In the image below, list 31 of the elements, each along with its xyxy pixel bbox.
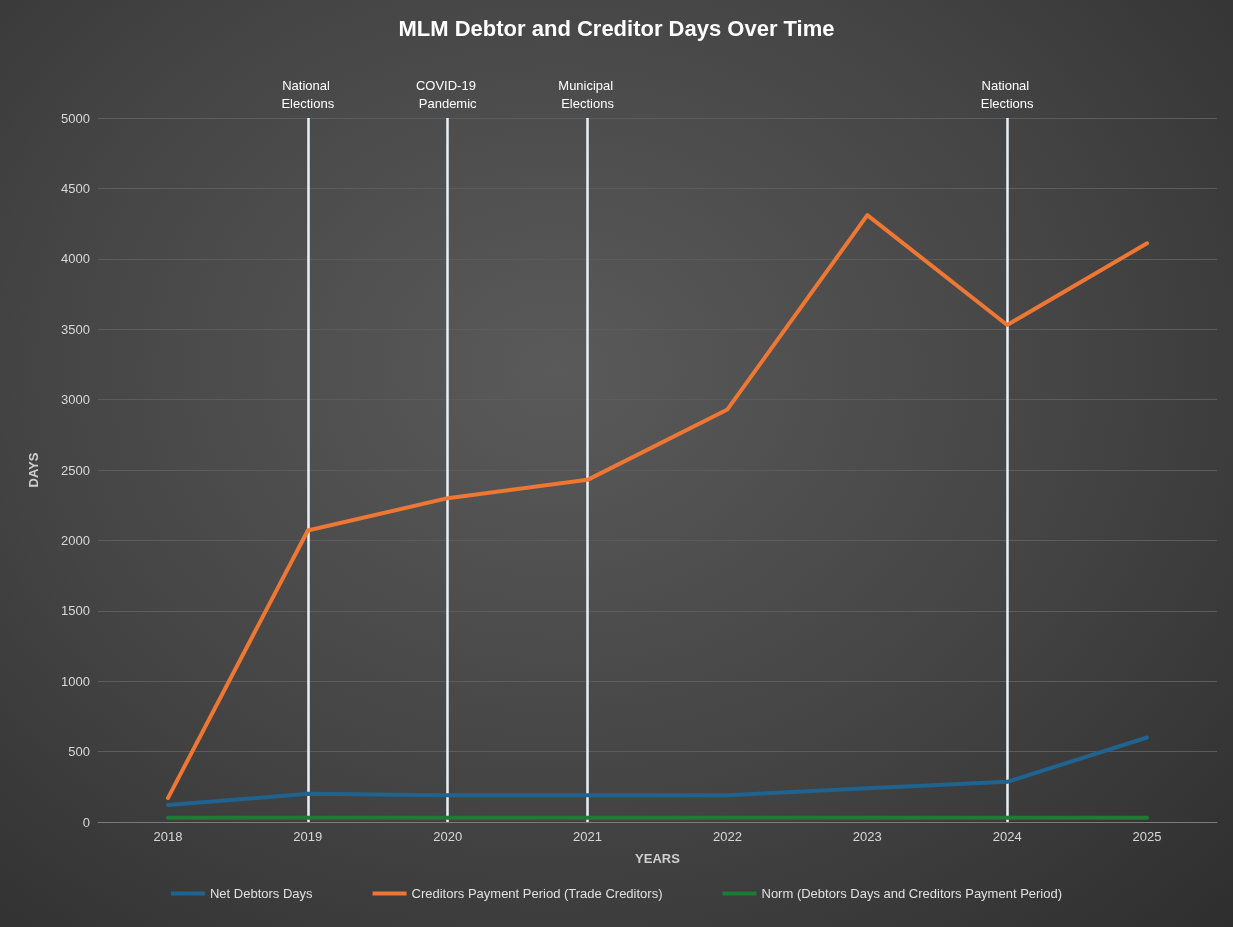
x-tick-label: 2020 bbox=[433, 829, 463, 844]
legend-label: Creditors Payment Period (Trade Creditors) bbox=[411, 886, 663, 901]
y-tick-label: 1500 bbox=[61, 603, 90, 619]
y-tick-label: 2500 bbox=[61, 462, 90, 478]
x-tick-label: 2018 bbox=[153, 829, 183, 844]
x-tick-label: 2025 bbox=[1132, 829, 1162, 844]
x-tick-label: 2021 bbox=[573, 829, 603, 844]
y-axis-title: DAYS bbox=[26, 452, 41, 488]
line-series bbox=[165, 735, 1150, 808]
y-tick-label: 1000 bbox=[61, 673, 90, 689]
ref-line-label: National Elections bbox=[980, 77, 1035, 111]
x-tick-label: 2019 bbox=[293, 829, 323, 844]
legend-label: Net Debtors Days bbox=[209, 886, 314, 901]
line-series bbox=[165, 213, 1150, 801]
y-tick-label: 5000 bbox=[61, 110, 90, 126]
legend-label: Norm (Debtors Days and Creditors Payment Period) bbox=[761, 886, 1063, 901]
x-tick-label: 2022 bbox=[712, 829, 742, 844]
y-tick-label: 3500 bbox=[61, 321, 90, 337]
y-tick-label: 500 bbox=[68, 744, 90, 760]
y-tick-label: 2000 bbox=[61, 532, 90, 548]
y-tick-label: 0 bbox=[82, 814, 90, 830]
ref-line-label: COVID-19 Pandemic bbox=[415, 77, 480, 111]
x-axis-title: YEARS bbox=[635, 851, 681, 866]
ref-line-label: National Elections bbox=[281, 77, 335, 111]
ref-line-label: Municipal Elections bbox=[558, 77, 617, 111]
y-tick-label: 4000 bbox=[61, 251, 90, 267]
x-tick-label: 2023 bbox=[852, 829, 882, 844]
y-tick-label: 3000 bbox=[61, 392, 90, 408]
y-tick-label: 4500 bbox=[61, 180, 90, 196]
chart-title: MLM Debtor and Creditor Days Over Time bbox=[398, 15, 835, 41]
x-tick-label: 2024 bbox=[992, 829, 1022, 844]
